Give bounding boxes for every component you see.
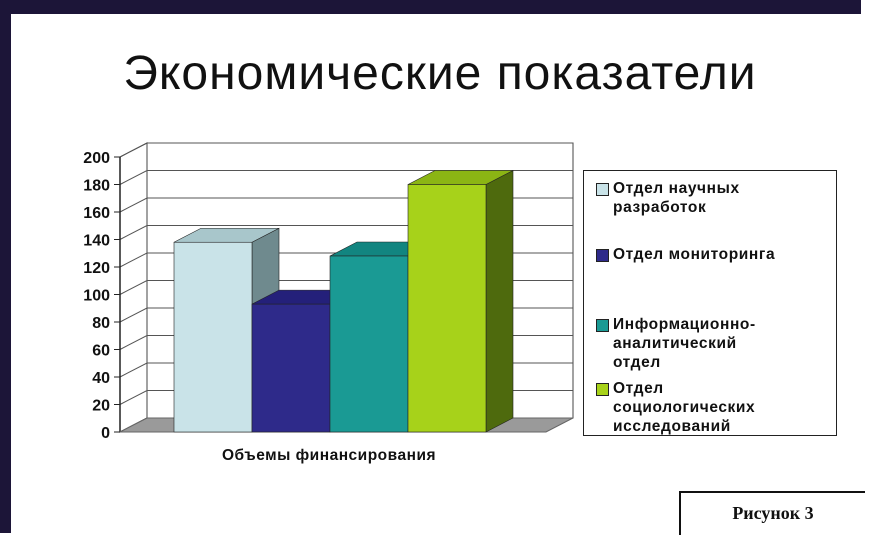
legend-label: Информационно- аналитический отдел xyxy=(613,316,756,371)
bar xyxy=(173,241,253,433)
slide-right-edge xyxy=(861,0,869,533)
y-tick-label: 100 xyxy=(83,288,110,305)
y-tick-label: 140 xyxy=(83,233,110,250)
legend-swatch xyxy=(596,183,609,196)
y-tick-label: 80 xyxy=(92,315,110,332)
legend-label: Отдел мониторинга xyxy=(613,246,776,263)
y-tick-label: 40 xyxy=(92,370,110,387)
y-tick-label: 20 xyxy=(92,398,110,415)
legend-item: Отдел социологических исследований xyxy=(596,379,838,436)
gridline xyxy=(119,170,573,185)
legend-item: Отдел научных разработок xyxy=(596,179,838,217)
slide-title: Экономические показатели xyxy=(123,47,757,100)
slide-left-border xyxy=(0,0,11,533)
bar xyxy=(251,303,331,433)
x-category-label: Объемы финансирования xyxy=(222,447,436,464)
figure-caption: Рисунок 3 xyxy=(679,491,865,535)
y-tick-label: 60 xyxy=(92,343,110,360)
legend-label: Отдел социологических исследований xyxy=(613,380,756,435)
legend-swatch xyxy=(596,383,609,396)
legend-swatch xyxy=(596,249,609,262)
bar xyxy=(329,255,409,433)
y-tick-label: 200 xyxy=(83,150,110,167)
chart-legend: Отдел научных разработок Отдел мониторинг… xyxy=(583,170,837,436)
legend-item: Информационно- аналитический отдел xyxy=(596,315,838,372)
bar-side xyxy=(485,170,514,433)
y-tick-label: 160 xyxy=(83,205,110,222)
y-tick-label: 180 xyxy=(83,178,110,195)
legend-label: Отдел научных разработок xyxy=(613,180,740,216)
gridline xyxy=(119,142,573,158)
legend-swatch xyxy=(596,319,609,332)
y-tick-label: 120 xyxy=(83,260,110,277)
y-tick-label: 0 xyxy=(101,425,110,442)
bar xyxy=(407,184,487,433)
legend-item: Отдел мониторинга xyxy=(596,245,838,264)
slide-top-border xyxy=(0,0,869,14)
